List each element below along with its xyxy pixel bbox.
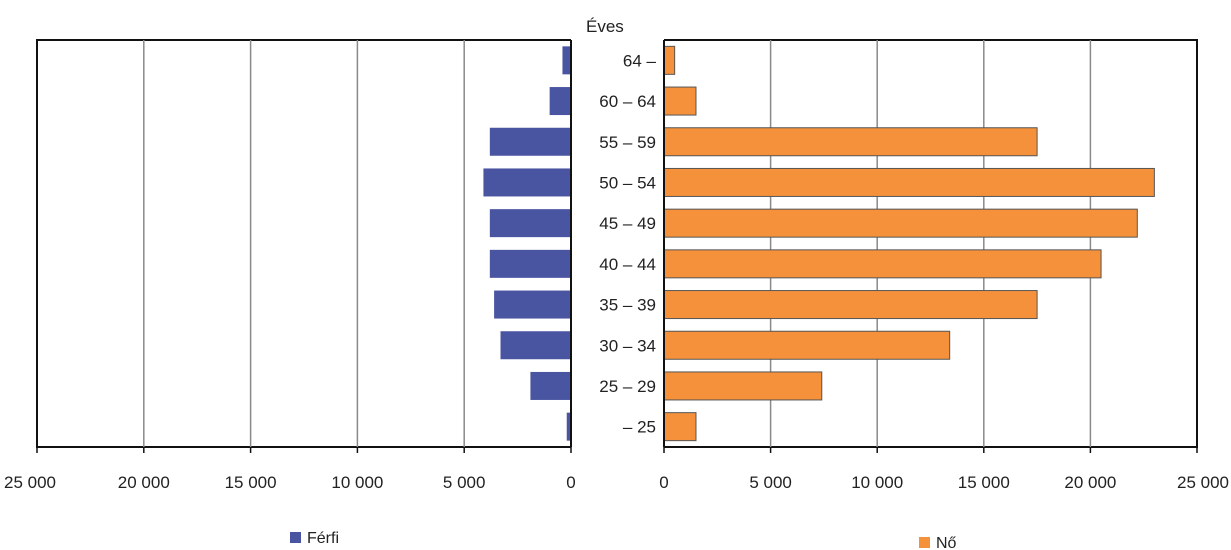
male-bar [489, 127, 571, 156]
male-tick-label: 5 000 [443, 473, 486, 492]
age-group-label: 40 – 44 [599, 255, 656, 274]
female-legend-swatch [919, 537, 930, 548]
male-bar [483, 168, 571, 197]
age-group-label: 35 – 39 [599, 296, 656, 315]
male-bar [549, 87, 571, 116]
male-bar [489, 209, 571, 238]
age-group-label: 25 – 29 [599, 377, 656, 396]
male-bar [489, 249, 571, 278]
female-bar [663, 127, 1038, 157]
female-bar [663, 167, 1155, 197]
age-group-label: 64 – [623, 51, 657, 70]
female-bar [663, 208, 1138, 238]
male-tick-label: 10 000 [331, 473, 383, 492]
female-tick-label: 25 000 [1177, 473, 1229, 492]
female-bar [663, 249, 1102, 279]
female-panel: 0 5 000 10 000 15 000 20 000 25 000 [659, 39, 1229, 492]
female-bar [663, 371, 823, 401]
male-bar [566, 412, 571, 441]
male-bar [494, 290, 571, 319]
female-panel-frame [664, 39, 1198, 448]
female-tick-label: 15 000 [958, 473, 1010, 492]
female-tick-label: 20 000 [1064, 473, 1116, 492]
male-tick-label: 15 000 [225, 473, 277, 492]
male-panel: 0 5 000 10 000 15 000 20 000 25 000 [4, 39, 576, 492]
age-group-label: 55 – 59 [599, 133, 656, 152]
male-tick-label: 0 [566, 473, 575, 492]
female-tick-label: 5 000 [749, 473, 792, 492]
female-bar [663, 45, 676, 75]
female-tick-label: 0 [659, 473, 668, 492]
female-bar [663, 290, 1038, 320]
female-legend-label: Nő [936, 535, 957, 550]
female-bar [663, 86, 697, 116]
male-panel-frame [36, 39, 571, 448]
male-tick-label: 25 000 [4, 473, 56, 492]
male-bar [530, 371, 571, 400]
male-bar [562, 46, 571, 75]
age-group-label: 50 – 54 [599, 173, 656, 192]
age-group-labels: 64 – 60 – 64 55 – 59 50 – 54 45 – 49 40 – 44 3… [599, 51, 656, 436]
category-axis-label: Éves [586, 17, 624, 36]
legend: Férfi Nő [290, 530, 957, 550]
age-group-label: 45 – 49 [599, 214, 656, 233]
female-bar [663, 330, 951, 360]
female-tick-label: 10 000 [851, 473, 903, 492]
age-group-label: 60 – 64 [599, 92, 656, 111]
male-legend-label: Férfi [307, 530, 339, 547]
age-group-label: – 25 [623, 418, 656, 437]
female-bar [663, 412, 697, 442]
age-group-label: 30 – 34 [599, 336, 656, 355]
male-tick-label: 20 000 [118, 473, 170, 492]
male-bar [500, 331, 571, 360]
male-legend-swatch [290, 532, 301, 543]
